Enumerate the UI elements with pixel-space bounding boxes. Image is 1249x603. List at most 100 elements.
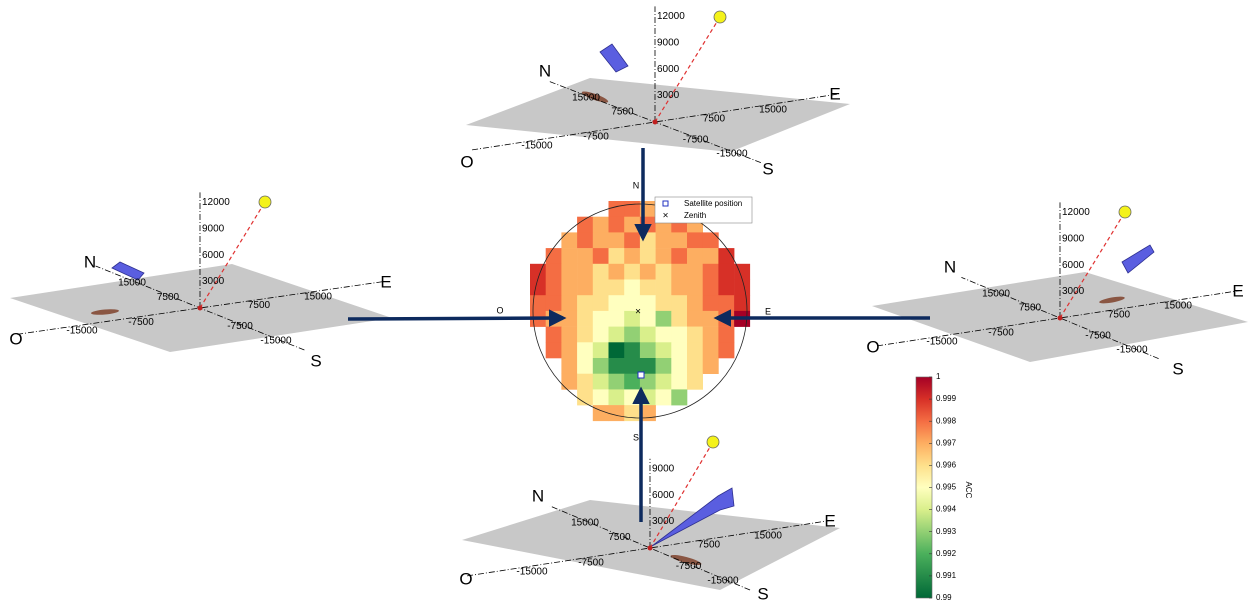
height-tick-label: 12000	[202, 197, 230, 208]
heatmap-cell	[624, 389, 641, 406]
north-tick-label: -15000	[1116, 345, 1148, 356]
colorbar-tick-label: 0.995	[936, 483, 957, 492]
compass-label: E	[829, 84, 840, 103]
heatmap-cell	[687, 342, 703, 359]
heatmap-cell	[624, 263, 641, 280]
heatmap-cell	[608, 342, 625, 359]
heatmap-cell	[702, 279, 719, 296]
panel: -15000 -7500 7500 15000 15000 7500 -7500 -15000…	[9, 192, 392, 370]
north-tick-label: -7500	[683, 135, 709, 146]
heatmap-cell	[718, 326, 735, 343]
heatmap-cell	[577, 358, 594, 374]
heatmap-cell	[577, 389, 594, 406]
colorbar-tick-label: 0.996	[936, 461, 957, 470]
heatmap-cell	[592, 216, 609, 233]
heatmap-cell	[624, 232, 641, 249]
east-tick-label: -7500	[578, 558, 604, 569]
heatmap-cell	[592, 279, 609, 296]
heatmap-cell	[577, 326, 594, 343]
heatmap-cell	[624, 295, 641, 312]
north-tick-label: -7500	[676, 561, 702, 572]
heatmap-cell	[671, 373, 688, 390]
height-tick-label: 6000	[1062, 260, 1085, 271]
heatmap-cell	[592, 342, 609, 359]
colorbar-tick-label: 1	[936, 372, 941, 381]
heatmap-cell	[592, 295, 609, 312]
heatmap-cell	[639, 358, 656, 374]
colorbar-tick-label: 0.998	[936, 416, 957, 425]
sky-compass-label: N	[633, 180, 640, 190]
heatmap-cell	[561, 342, 578, 359]
heatmap-cell	[608, 358, 625, 374]
height-tick-label: 12000	[657, 11, 685, 22]
heatmap-cell	[734, 263, 751, 280]
heatmap-cell	[561, 358, 578, 374]
heatmap-cell	[624, 342, 641, 359]
satellite-marker	[637, 371, 645, 379]
heatmap-cell	[561, 310, 578, 327]
heatmap-cell	[561, 295, 578, 312]
heatmap-cell	[545, 326, 562, 343]
sun	[706, 435, 720, 449]
compass-label: E	[1232, 281, 1243, 300]
satellite	[651, 487, 735, 547]
arrow	[347, 309, 567, 327]
north-tick-label: -15000	[260, 336, 292, 347]
east-tick-label: -15000	[516, 567, 548, 578]
compass-label: S	[1172, 359, 1183, 378]
heatmap-cell	[702, 326, 719, 343]
heatmap-cell	[639, 248, 656, 265]
heatmap-cell	[530, 295, 546, 312]
heatmap-cell	[687, 248, 703, 265]
heatmap-cell	[577, 342, 594, 359]
heatmap-cell	[592, 389, 609, 406]
height-tick-label: 3000	[1062, 286, 1085, 297]
colorbar-label: ACC	[964, 482, 973, 499]
heatmap-cell	[608, 389, 625, 406]
heatmap-cell	[655, 358, 672, 374]
heatmap-cell	[624, 310, 641, 327]
compass-label: O	[459, 569, 472, 588]
east-tick-label: 15000	[759, 105, 787, 116]
axis-line	[549, 505, 751, 591]
sun	[713, 10, 727, 24]
heatmap-cell	[608, 405, 625, 422]
axis-line	[467, 519, 833, 577]
zenith-marker: ×	[635, 307, 641, 318]
heatmap-cell	[561, 232, 578, 249]
heatmap-cell	[592, 310, 609, 327]
ground-plane	[466, 78, 850, 152]
legend-label: Zenith	[684, 211, 706, 220]
heatmap-cell	[592, 405, 609, 422]
receiver	[652, 119, 658, 125]
north-tick-label: -15000	[707, 576, 739, 587]
heatmap-cell	[608, 279, 625, 296]
heatmap-cell	[608, 263, 625, 280]
heatmap-cell	[608, 326, 625, 343]
height-tick-label: 3000	[202, 276, 225, 287]
heatmap-cell	[592, 326, 609, 343]
heatmap-cell	[687, 358, 703, 374]
east-tick-label: -7500	[988, 328, 1014, 339]
height-tick-label: 6000	[652, 490, 675, 501]
height-tick-label: 9000	[652, 463, 675, 474]
heatmap-cell	[592, 358, 609, 374]
sun	[258, 195, 272, 209]
compass-label: E	[824, 511, 835, 530]
north-tick-label: 15000	[571, 518, 599, 529]
heatmap-cell	[687, 326, 703, 343]
heatmap-cell	[687, 232, 703, 249]
north-tick-label: 7500	[608, 532, 631, 543]
heatmap-cell	[702, 342, 719, 359]
heatmap-cell	[545, 279, 562, 296]
heatmap-cell	[718, 342, 735, 359]
heatmap-cell	[577, 248, 594, 265]
heatmap-cell	[608, 201, 625, 217]
heatmap-cell	[671, 295, 688, 312]
heatmap-cell	[561, 263, 578, 280]
height-tick-label: 3000	[652, 516, 675, 527]
compass-label: N	[532, 486, 544, 505]
colorbar-tick-label: 0.991	[936, 571, 957, 580]
heatmap-cell	[608, 216, 625, 233]
